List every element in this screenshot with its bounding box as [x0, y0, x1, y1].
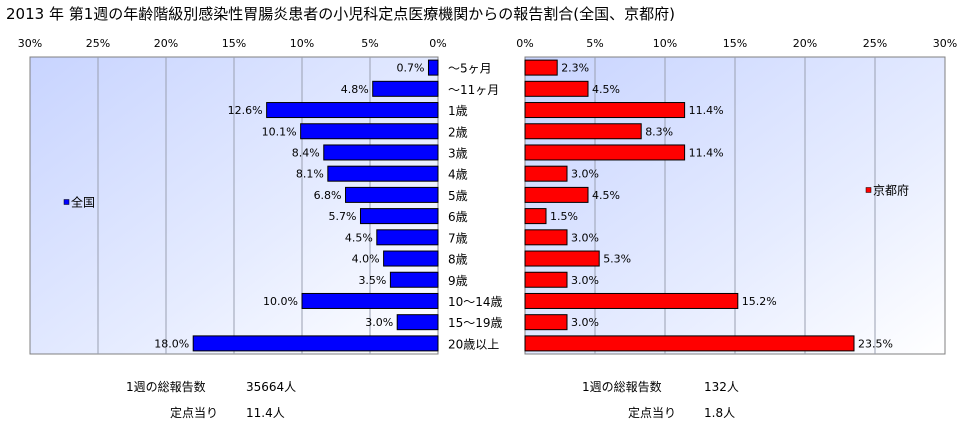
national-value-label: 5.7%	[329, 210, 357, 223]
legend-label-kyoto: 京都府	[873, 183, 909, 198]
kyoto-bar	[524, 80, 589, 97]
legend-swatch-national	[63, 199, 70, 205]
national-bar	[427, 59, 439, 76]
kyoto-bar	[524, 102, 686, 119]
national-total-value: 35664人	[246, 380, 297, 394]
right-tick-label: 0%	[516, 37, 533, 50]
kyoto-bar	[524, 208, 547, 225]
national-value-label: 4.0%	[352, 253, 380, 266]
kyoto-bar	[524, 186, 589, 203]
national-total-label: 1週の総報告数	[126, 380, 206, 394]
national-value-label: 8.1%	[296, 168, 324, 181]
category-label: 9歳	[448, 274, 468, 288]
kyoto-value-label: 23.5%	[858, 337, 893, 350]
left-tick-label: 0%	[429, 37, 446, 50]
kyoto-value-label: 2.3%	[561, 62, 589, 75]
national-bar	[301, 292, 439, 309]
national-bar	[372, 80, 439, 97]
right-tick-label: 20%	[793, 37, 817, 50]
kyoto-value-label: 11.4%	[689, 104, 724, 117]
kyoto-bar	[524, 314, 568, 331]
kyoto-bar	[524, 229, 568, 246]
right-tick-label: 15%	[723, 37, 747, 50]
national-bar	[300, 123, 439, 140]
category-label: 10〜14歳	[448, 295, 503, 309]
national-bar	[389, 271, 439, 288]
national-bar	[383, 250, 439, 267]
national-value-label: 6.8%	[314, 189, 342, 202]
national-bar	[396, 314, 439, 331]
kyoto-bar	[524, 271, 568, 288]
left-tick-label: 10%	[290, 37, 314, 50]
national-bar	[359, 208, 439, 225]
category-label: 〜11ヶ月	[448, 83, 499, 97]
category-label: 15〜19歳	[448, 316, 503, 330]
category-label: 1歳	[448, 104, 468, 118]
kyoto-value-label: 4.5%	[592, 189, 620, 202]
category-label: 4歳	[448, 168, 468, 182]
national-value-label: 12.6%	[228, 104, 263, 117]
category-label: 2歳	[448, 125, 468, 139]
category-label: 3歳	[448, 146, 468, 160]
kyoto-bar	[524, 335, 855, 352]
national-value-label: 8.4%	[292, 146, 320, 159]
left-tick-label: 20%	[154, 37, 178, 50]
national-value-label: 0.7%	[397, 62, 425, 75]
right-tick-label: 10%	[653, 37, 677, 50]
legend-swatch-kyoto	[865, 187, 872, 193]
left-tick-label: 15%	[222, 37, 246, 50]
national-bar	[345, 186, 439, 203]
chart-title: 2013 年 第1週の年齢階級別感染性胃腸炎患者の小児科定点医療機関からの報告割…	[6, 5, 675, 23]
national-value-label: 3.0%	[365, 316, 393, 329]
national-bar	[192, 335, 439, 352]
kyoto-value-label: 3.0%	[571, 231, 599, 244]
kyoto-value-label: 15.2%	[742, 295, 777, 308]
national-per-value: 11.4人	[246, 406, 285, 420]
national-value-label: 3.5%	[358, 274, 386, 287]
national-per-label: 定点当り	[170, 406, 219, 420]
kyoto-bar	[524, 59, 558, 76]
kyoto-value-label: 4.5%	[592, 83, 620, 96]
kyoto-bar	[524, 123, 642, 140]
kyoto-per-value: 1.8人	[704, 406, 736, 420]
kyoto-value-label: 11.4%	[689, 146, 724, 159]
left-tick-label: 25%	[86, 37, 110, 50]
national-value-label: 4.5%	[345, 231, 373, 244]
kyoto-value-label: 5.3%	[603, 253, 631, 266]
national-value-label: 10.0%	[263, 295, 298, 308]
category-label: 20歳以上	[448, 337, 499, 351]
right-tick-label: 30%	[933, 37, 957, 50]
category-label: 5歳	[448, 189, 468, 203]
national-bar	[323, 144, 439, 161]
national-bar	[327, 165, 439, 182]
category-label: 〜5ヶ月	[448, 62, 492, 76]
national-bar	[266, 102, 439, 119]
national-value-label: 10.1%	[262, 125, 297, 138]
kyoto-total-label: 1週の総報告数	[582, 380, 662, 394]
national-value-label: 4.8%	[341, 83, 369, 96]
kyoto-bar	[524, 144, 686, 161]
kyoto-bar	[524, 292, 739, 309]
right-tick-label: 25%	[863, 37, 887, 50]
national-bar	[376, 229, 439, 246]
kyoto-value-label: 1.5%	[550, 210, 578, 223]
left-tick-label: 30%	[18, 37, 42, 50]
kyoto-value-label: 3.0%	[571, 274, 599, 287]
category-label: 7歳	[448, 231, 468, 245]
category-label: 8歳	[448, 253, 468, 267]
legend-label-national: 全国	[71, 195, 95, 210]
national-value-label: 18.0%	[154, 337, 189, 350]
kyoto-bar	[524, 250, 600, 267]
kyoto-total-value: 132人	[704, 380, 739, 394]
kyoto-per-label: 定点当り	[628, 406, 677, 420]
right-tick-label: 5%	[586, 37, 603, 50]
kyoto-value-label: 3.0%	[571, 168, 599, 181]
kyoto-value-label: 3.0%	[571, 316, 599, 329]
left-tick-label: 5%	[361, 37, 378, 50]
kyoto-bar	[524, 165, 568, 182]
category-label: 6歳	[448, 210, 468, 224]
kyoto-value-label: 8.3%	[645, 125, 673, 138]
